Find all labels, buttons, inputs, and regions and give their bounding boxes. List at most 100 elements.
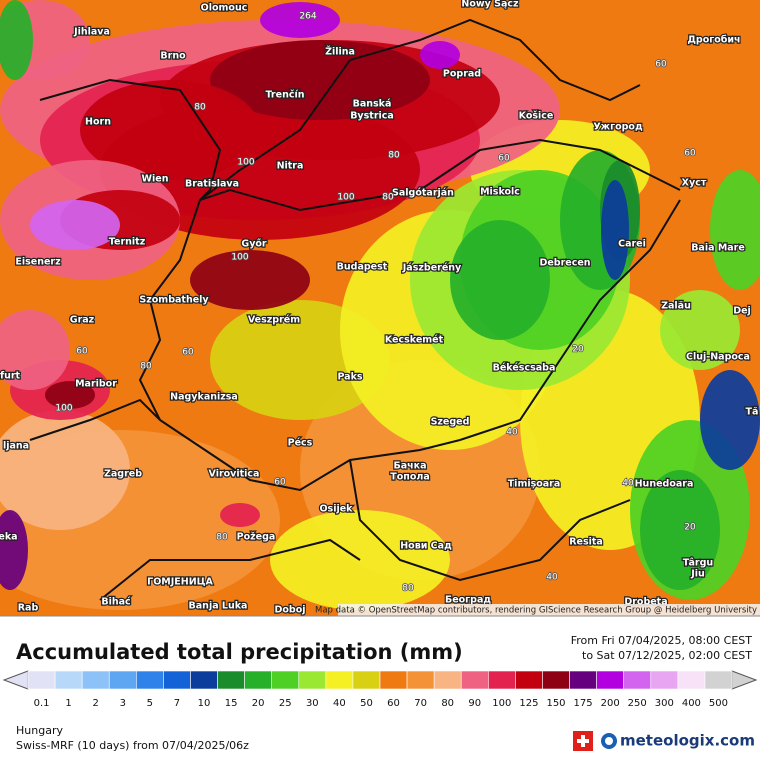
attribution-bg	[338, 604, 760, 616]
colorbar: 0.1 1 2 3 5 7 10 15 20 25 30 40 50 60 70 80 90 100 125 150 1…	[2, 670, 758, 709]
place-label: Baia Mare	[691, 243, 745, 254]
place-label: Nowy Sącz	[461, 0, 519, 10]
contour-label: 40	[506, 428, 518, 438]
colorbar-label: 100	[492, 698, 511, 709]
colorbar-label: 15	[225, 698, 238, 709]
colorbar-label: 250	[628, 698, 647, 709]
place-label: furt	[0, 371, 21, 382]
place-label: Szeged	[431, 417, 470, 428]
place-label: Târgu	[683, 558, 713, 569]
colorbar-swatch	[704, 670, 733, 690]
contour-label: 264	[299, 12, 316, 22]
place-label: Virovitica	[209, 469, 260, 480]
place-label: ГОМЈЕНИЦА	[147, 577, 213, 588]
contour-label: 60	[684, 149, 696, 159]
place-label: Tă	[746, 407, 759, 418]
precip-area	[220, 503, 260, 527]
place-label: Veszprém	[248, 315, 300, 326]
legend-from: From Fri 07/04/2025, 08:00 CEST	[571, 634, 753, 647]
contour-label: 80	[402, 584, 414, 594]
colorbar-swatch	[433, 670, 462, 690]
colorbar-label: 30	[306, 698, 319, 709]
contour-label: 40	[622, 479, 634, 489]
precip-area	[710, 170, 760, 290]
place-label: Szombathely	[139, 295, 209, 306]
colorbar-swatch	[677, 670, 706, 690]
colorbar-swatch	[163, 670, 191, 690]
border	[29, 398, 161, 441]
precip-area	[660, 290, 740, 370]
colorbar-label: 3	[120, 698, 126, 709]
legend-title: Accumulated total precipitation (mm)	[16, 640, 463, 664]
contour-label: 60	[274, 478, 286, 488]
place-label: Zagreb	[104, 469, 142, 480]
colorbar-label: 80	[441, 698, 454, 709]
colorbar-label: 60	[387, 698, 400, 709]
contour-label: 80	[194, 103, 206, 113]
contour-label: 20	[684, 523, 696, 533]
colorbar-swatch	[217, 670, 245, 690]
colorbar-label: 150	[546, 698, 565, 709]
contour-label: 100	[237, 158, 254, 168]
place-label: Jihlava	[73, 27, 110, 38]
brand: meteologix.com	[620, 732, 755, 750]
place-label: Maribor	[75, 379, 117, 390]
colorbar-swatch	[542, 670, 570, 690]
colorbar-swatch	[596, 670, 624, 690]
colorbar-label: 5	[147, 698, 153, 709]
border	[199, 138, 681, 212]
contour-label: 100	[337, 193, 354, 203]
place-label: Топола	[390, 472, 429, 483]
place-label: Salgótarján	[392, 188, 454, 199]
place-label: Požega	[237, 532, 276, 543]
colorbar-swatch	[650, 670, 679, 690]
contour-label: 60	[182, 348, 194, 358]
border	[99, 538, 361, 601]
colorbar-swatch	[244, 670, 272, 690]
place-label: Győr	[241, 239, 267, 250]
colorbar-label: 70	[414, 698, 427, 709]
precip-area	[601, 180, 629, 280]
colorbar-label: 90	[468, 698, 481, 709]
place-label: Zalău	[661, 301, 691, 312]
colorbar-label: 500	[709, 698, 728, 709]
place-label: Košice	[519, 111, 554, 122]
place-label: Doboj	[275, 605, 306, 616]
place-label: Pécs	[288, 438, 313, 449]
precip-area	[260, 2, 340, 38]
precip-area	[0, 0, 33, 80]
colorbar-swatch	[81, 670, 110, 690]
precip-area	[210, 40, 430, 120]
place-label: Kecskemét	[385, 335, 444, 346]
contour-label: 60	[655, 60, 667, 70]
colorbar-swatch	[379, 670, 408, 690]
place-label: Horn	[85, 117, 111, 128]
swiss-cross	[577, 735, 589, 747]
colorbar-label: 7	[174, 698, 180, 709]
precip-area	[420, 41, 460, 69]
colorbar-label: 125	[519, 698, 538, 709]
place-label: Banja Luka	[189, 601, 248, 612]
border	[349, 459, 631, 582]
place-label: Nitra	[277, 161, 304, 172]
place-label: Bystrica	[350, 111, 394, 122]
place-label: Wien	[142, 174, 169, 185]
colorbar-swatch	[352, 670, 381, 690]
precip-area	[190, 250, 310, 310]
place-label: Carei	[618, 239, 646, 250]
place-label: Resita	[569, 537, 603, 548]
colorbar-arrow-right	[731, 670, 758, 690]
place-label: Nagykanizsa	[170, 392, 238, 403]
colorbar-swatch	[298, 670, 327, 690]
contour-label: 60	[498, 154, 510, 164]
colorbar-swatch	[406, 670, 435, 690]
precip-area	[640, 470, 720, 590]
precip-area	[45, 381, 95, 409]
colorbar-arrow-left	[2, 670, 29, 690]
border	[459, 199, 681, 441]
place-label: Ternitz	[109, 237, 146, 248]
place-label: Graz	[70, 315, 95, 326]
colorbar-label: 50	[360, 698, 373, 709]
place-label: Trenčín	[266, 90, 305, 101]
